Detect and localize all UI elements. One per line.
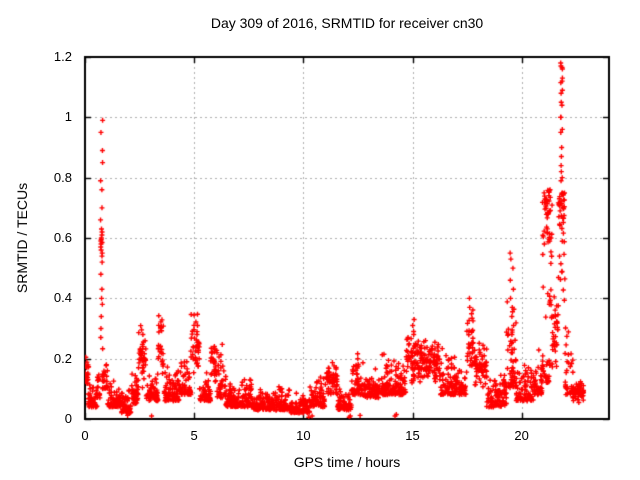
y-tick-label: 0.4 xyxy=(53,290,72,306)
y-tick-label: 0 xyxy=(64,411,72,426)
x-axis-title: GPS time / hours xyxy=(293,454,401,470)
y-tick-label: 0.2 xyxy=(53,350,72,366)
chart-title: Day 309 of 2016, SRMTID for receiver cn3… xyxy=(210,15,484,31)
x-tick-label: 0 xyxy=(81,428,89,443)
x-tick-label: 10 xyxy=(296,428,311,443)
x-tick-label: 5 xyxy=(190,428,198,443)
y-tick-label: 1 xyxy=(64,109,72,125)
y-tick-label: 0.8 xyxy=(53,169,72,185)
x-tick-label: 15 xyxy=(405,428,420,443)
y-tick-label: 1.2 xyxy=(53,49,72,64)
x-tick-label: 20 xyxy=(514,428,529,443)
y-tick-label: 0.6 xyxy=(53,230,72,245)
